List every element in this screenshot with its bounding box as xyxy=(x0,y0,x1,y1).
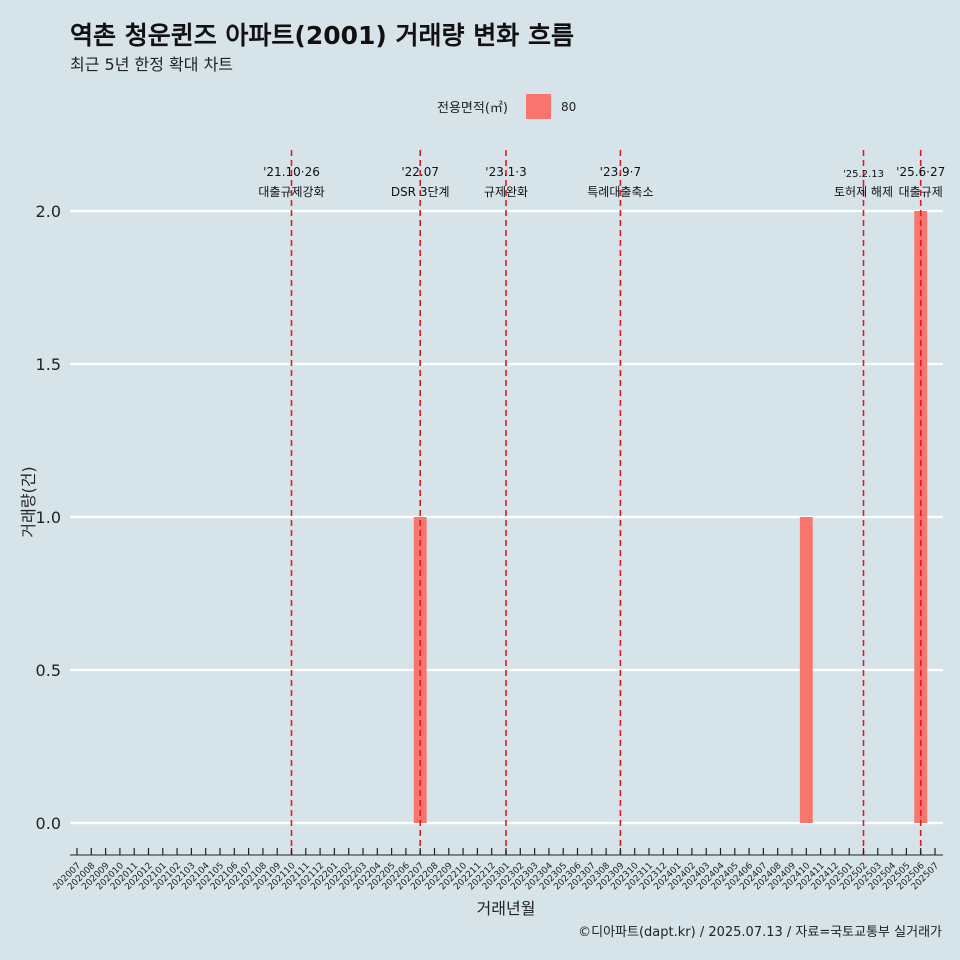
y-axis-title: 거래량(건) xyxy=(19,466,38,537)
event-label: DSR 3단계 xyxy=(391,185,450,199)
chart-subtitle: 최근 5년 한정 확대 차트 xyxy=(70,55,233,74)
x-axis-title: 거래년월 xyxy=(477,899,536,918)
event-label: 대출규제강화 xyxy=(258,185,324,199)
legend-label: 80 xyxy=(561,100,576,114)
event-label: 대출규제 xyxy=(899,185,943,199)
event-label: 토허제 해제 xyxy=(834,185,893,199)
y-tick-label: 0.5 xyxy=(36,661,61,680)
bars xyxy=(413,211,928,823)
x-axis: 2020072020082020092020102020112020122021… xyxy=(52,848,943,892)
event-label: 규제완화 xyxy=(484,185,528,199)
caption: ©디아파트(dapt.kr) / 2025.07.13 / 자료=국토교통부 실… xyxy=(578,925,942,940)
y-tick-label: 0.0 xyxy=(36,814,61,833)
event-date-label: '25.2.13 xyxy=(843,169,884,180)
event-date-label: '22.07 xyxy=(401,165,439,179)
event-date-label: '23.1·3 xyxy=(485,165,526,179)
event-date-label: '23.9·7 xyxy=(600,165,641,179)
bar xyxy=(799,517,813,823)
y-tick-label: 1.5 xyxy=(36,355,61,374)
event-lines: '21.10·26 대출규제강화 '22.07 DSR 3단계 '23.1·3 규제완화 '… xyxy=(258,150,945,855)
legend-title: 전용면적(㎡) xyxy=(437,101,508,116)
y-tick-label: 2.0 xyxy=(36,202,61,221)
y-tick-label: 1.0 xyxy=(36,508,61,527)
y-axis: 0.0 0.5 1.0 1.5 2.0 xyxy=(36,202,61,833)
legend-swatch xyxy=(526,94,551,119)
chart-title: 역촌 청운퀸즈 아파트(2001) 거래량 변화 흐름 xyxy=(70,21,574,50)
bar xyxy=(914,211,928,823)
event-date-label: '21.10·26 xyxy=(263,165,320,179)
legend: 전용면적(㎡) 80 xyxy=(437,94,576,119)
event-date-label: '25.6·27 xyxy=(896,165,945,179)
event-label: 특례대출축소 xyxy=(587,185,653,199)
